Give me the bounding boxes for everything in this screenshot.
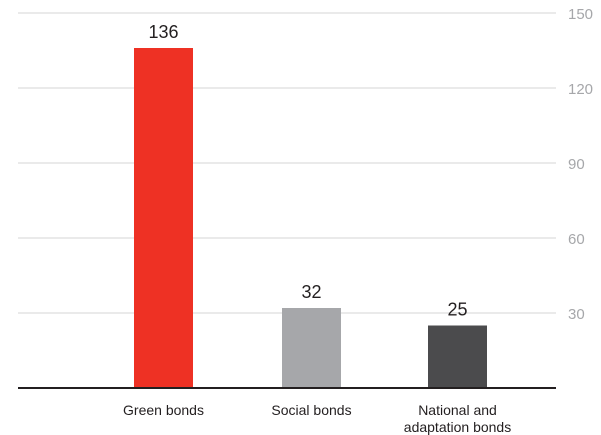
data-label-1: 32 [301,282,321,302]
data-labels: 136 32 25 [148,22,467,320]
y-tick-label-90: 90 [568,156,585,173]
y-tick-label-30: 30 [568,306,585,323]
y-axis-tick-labels: 30 60 90 120 150 [568,6,593,323]
x-category-label-2: National and adaptation bonds [404,402,511,435]
y-tick-label-150: 150 [568,6,593,23]
bars [134,48,487,388]
data-label-2: 25 [447,300,467,320]
y-tick-label-60: 60 [568,231,585,248]
bar-1 [282,308,341,388]
x-category-label-0: Green bonds [123,402,204,418]
grid-lines [18,12,556,314]
bar-2 [428,325,487,388]
x-category-label-1: Social bonds [271,402,351,418]
x-axis-category-labels: Green bonds Social bonds National and adapt… [123,402,511,435]
y-tick-label-120: 120 [568,81,593,98]
data-label-0: 136 [148,22,178,42]
bar-0 [134,48,193,388]
